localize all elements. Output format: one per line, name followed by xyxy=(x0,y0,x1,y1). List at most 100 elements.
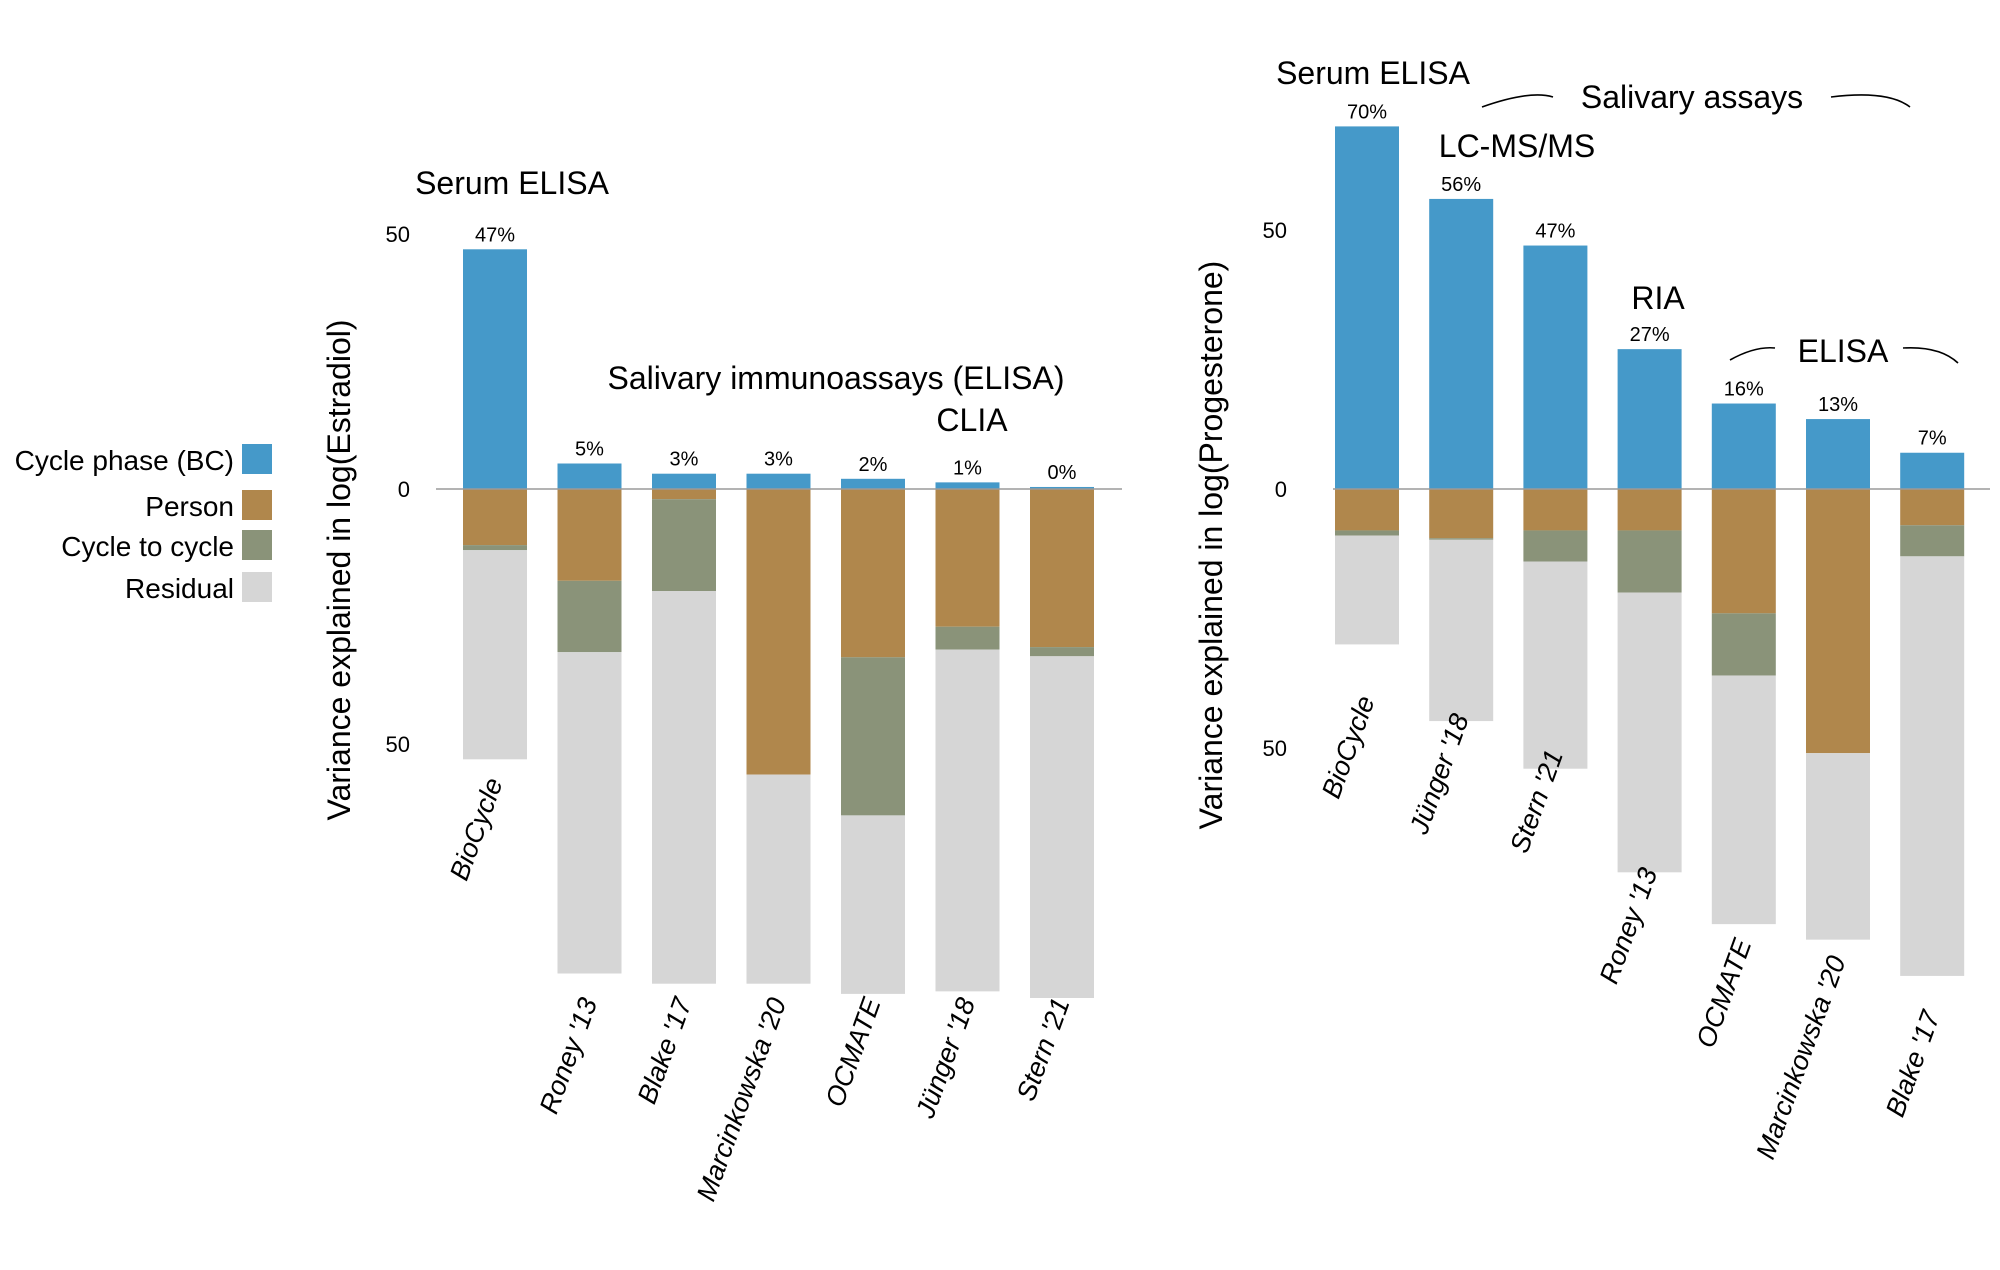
progesterone-group-serum-elisa: Serum ELISA xyxy=(1276,55,1471,91)
progesterone-bar-marcinkowska-20-residual xyxy=(1806,753,1870,940)
estradiol-bar-j-nger-18-cycle-phase xyxy=(935,482,1000,489)
progesterone-bar-marcinkowska-20-person xyxy=(1806,489,1870,754)
progesterone-bar-biocycle-residual xyxy=(1335,535,1399,645)
progesterone-pct-label-blake-17: 7% xyxy=(1918,428,1947,450)
progesterone-bar-marcinkowska-20-cycle-phase xyxy=(1806,419,1870,489)
progesterone-bar-biocycle-cycle-phase xyxy=(1335,126,1399,490)
progesterone-bar-ocmate-cycle-to-cycle xyxy=(1711,613,1776,676)
progesterone-category-label-biocycle: BioCycle xyxy=(1316,692,1381,802)
estradiol-panel: Variance explained in log(Estradiol) 50 … xyxy=(321,165,1122,1205)
progesterone-bar-roney-13-person xyxy=(1617,489,1682,531)
estradiol-bar-biocycle-cycle-phase xyxy=(463,249,527,489)
estradiol-category-label-j-nger-18: Jünger '18 xyxy=(910,994,981,1123)
estradiol-bar-j-nger-18-cycle-to-cycle xyxy=(935,626,1000,650)
estradiol-category-label-biocycle: BioCycle xyxy=(444,774,509,884)
progesterone-bars: 70% BioCycle 56% Jünger '18 47% Stern '21 27% R… xyxy=(1316,101,1965,1163)
estradiol-pct-label-stern-21: 0% xyxy=(1048,462,1077,484)
estradiol-y-tick-top: 50 xyxy=(386,222,410,247)
estradiol-bar-blake-17-person xyxy=(652,489,716,500)
progesterone-group-salivary-assays: Salivary assays xyxy=(1581,79,1803,115)
estradiol-bar-roney-13-person xyxy=(557,489,622,581)
estradiol-bar-roney-13-residual xyxy=(557,652,622,974)
estradiol-category-label-ocmate: OCMATE xyxy=(820,993,887,1111)
progesterone-pct-label-ocmate: 16% xyxy=(1724,379,1764,401)
progesterone-category-label-ocmate: OCMATE xyxy=(1690,934,1757,1052)
progesterone-bar-blake-17-cycle-to-cycle xyxy=(1900,525,1965,557)
progesterone-group-ria: RIA xyxy=(1631,280,1685,316)
legend-swatch-cycle-phase xyxy=(242,444,272,474)
progesterone-bar-blake-17-person xyxy=(1900,489,1965,526)
estradiol-pct-label-biocycle: 47% xyxy=(475,224,515,246)
progesterone-pct-label-roney-13: 27% xyxy=(1630,324,1670,346)
estradiol-bar-stern-21-cycle-phase xyxy=(1030,486,1094,489)
progesterone-bar-biocycle-cycle-to-cycle xyxy=(1335,530,1399,536)
legend-label-cycle-to-cycle: Cycle to cycle xyxy=(61,531,234,562)
progesterone-pct-label-biocycle: 70% xyxy=(1347,101,1387,123)
progesterone-panel: Variance explained in log(Progesterone) … xyxy=(1193,55,1990,1163)
progesterone-bar-j-nger-18-cycle-phase xyxy=(1429,198,1494,490)
progesterone-bar-biocycle-person xyxy=(1335,489,1399,531)
estradiol-bar-biocycle-person xyxy=(463,489,527,546)
legend-swatch-residual xyxy=(242,572,272,602)
estradiol-pct-label-roney-13: 5% xyxy=(575,439,604,461)
progesterone-bar-ocmate-cycle-phase xyxy=(1711,403,1776,489)
progesterone-bar-stern-21-residual xyxy=(1523,561,1588,769)
estradiol-pct-label-blake-17: 3% xyxy=(670,449,699,471)
estradiol-bar-marcinkowska-20-cycle-phase xyxy=(746,473,811,489)
estradiol-group-serum-elisa: Serum ELISA xyxy=(415,165,610,201)
estradiol-bar-stern-21-residual xyxy=(1030,656,1094,998)
estradiol-bar-ocmate-cycle-to-cycle xyxy=(841,657,905,816)
estradiol-bar-blake-17-cycle-phase xyxy=(652,473,716,489)
progesterone-bar-j-nger-18-person xyxy=(1429,489,1494,539)
progesterone-bar-blake-17-residual xyxy=(1900,556,1965,976)
estradiol-pct-label-j-nger-18: 1% xyxy=(953,457,982,479)
progesterone-category-label-marcinkowska-20: Marcinkowska '20 xyxy=(1750,952,1851,1163)
estradiol-bar-stern-21-cycle-to-cycle xyxy=(1030,647,1094,657)
estradiol-y-axis-label: Variance explained in log(Estradiol) xyxy=(321,319,357,820)
progesterone-y-tick-bottom: 50 xyxy=(1263,736,1287,761)
progesterone-pct-label-j-nger-18: 56% xyxy=(1441,174,1481,196)
legend-label-residual: Residual xyxy=(125,573,234,604)
estradiol-bar-marcinkowska-20-person xyxy=(746,489,811,775)
estradiol-bar-j-nger-18-residual xyxy=(935,649,1000,992)
progesterone-y-axis-label: Variance explained in log(Progesterone) xyxy=(1193,261,1229,830)
estradiol-bar-roney-13-cycle-to-cycle xyxy=(557,580,622,653)
estradiol-category-label-blake-17: Blake '17 xyxy=(632,993,698,1108)
progesterone-bar-j-nger-18-cycle-to-cycle xyxy=(1429,538,1494,540)
progesterone-bar-roney-13-residual xyxy=(1617,592,1682,873)
estradiol-bar-marcinkowska-20-residual xyxy=(746,774,811,984)
progesterone-category-label-j-nger-18: Jünger '18 xyxy=(1403,710,1474,839)
progesterone-category-label-roney-13: Roney '13 xyxy=(1594,864,1663,988)
progesterone-y-tick-zero: 0 xyxy=(1275,477,1287,502)
legend-label-person: Person xyxy=(145,491,234,522)
estradiol-bar-j-nger-18-person xyxy=(935,489,1000,627)
progesterone-y-tick-top: 50 xyxy=(1263,218,1287,243)
progesterone-elisa-bracket-left xyxy=(1729,346,1776,361)
progesterone-group-elisa: ELISA xyxy=(1798,333,1889,369)
estradiol-category-label-stern-21: Stern '21 xyxy=(1011,994,1076,1105)
estradiol-y-tick-zero: 0 xyxy=(398,477,410,502)
progesterone-bar-stern-21-cycle-phase xyxy=(1523,245,1588,489)
progesterone-bar-stern-21-cycle-to-cycle xyxy=(1523,530,1588,562)
progesterone-category-label-stern-21: Stern '21 xyxy=(1504,746,1569,857)
progesterone-bar-ocmate-residual xyxy=(1711,675,1776,925)
estradiol-category-label-marcinkowska-20: Marcinkowska '20 xyxy=(691,994,792,1205)
progesterone-bar-roney-13-cycle-phase xyxy=(1617,349,1682,489)
progesterone-salivary-bracket-left xyxy=(1481,94,1554,108)
estradiol-bar-ocmate-residual xyxy=(841,815,905,994)
progesterone-bar-roney-13-cycle-to-cycle xyxy=(1617,530,1682,593)
estradiol-y-tick-bottom: 50 xyxy=(386,732,410,757)
legend-label-cycle-phase: Cycle phase (BC) xyxy=(15,445,234,476)
estradiol-bar-stern-21-person xyxy=(1030,489,1094,648)
estradiol-pct-label-marcinkowska-20: 3% xyxy=(764,449,793,471)
progesterone-elisa-bracket-right xyxy=(1902,346,1959,364)
progesterone-pct-label-marcinkowska-20: 13% xyxy=(1818,394,1858,416)
estradiol-bar-biocycle-residual xyxy=(463,550,527,760)
progesterone-salivary-bracket-right xyxy=(1830,94,1911,108)
estradiol-pct-label-ocmate: 2% xyxy=(859,454,888,476)
estradiol-bar-ocmate-person xyxy=(841,489,905,658)
estradiol-group-salivary-immunoassays: Salivary immunoassays (ELISA) xyxy=(607,360,1064,396)
progesterone-category-label-blake-17: Blake '17 xyxy=(1880,1006,1946,1121)
